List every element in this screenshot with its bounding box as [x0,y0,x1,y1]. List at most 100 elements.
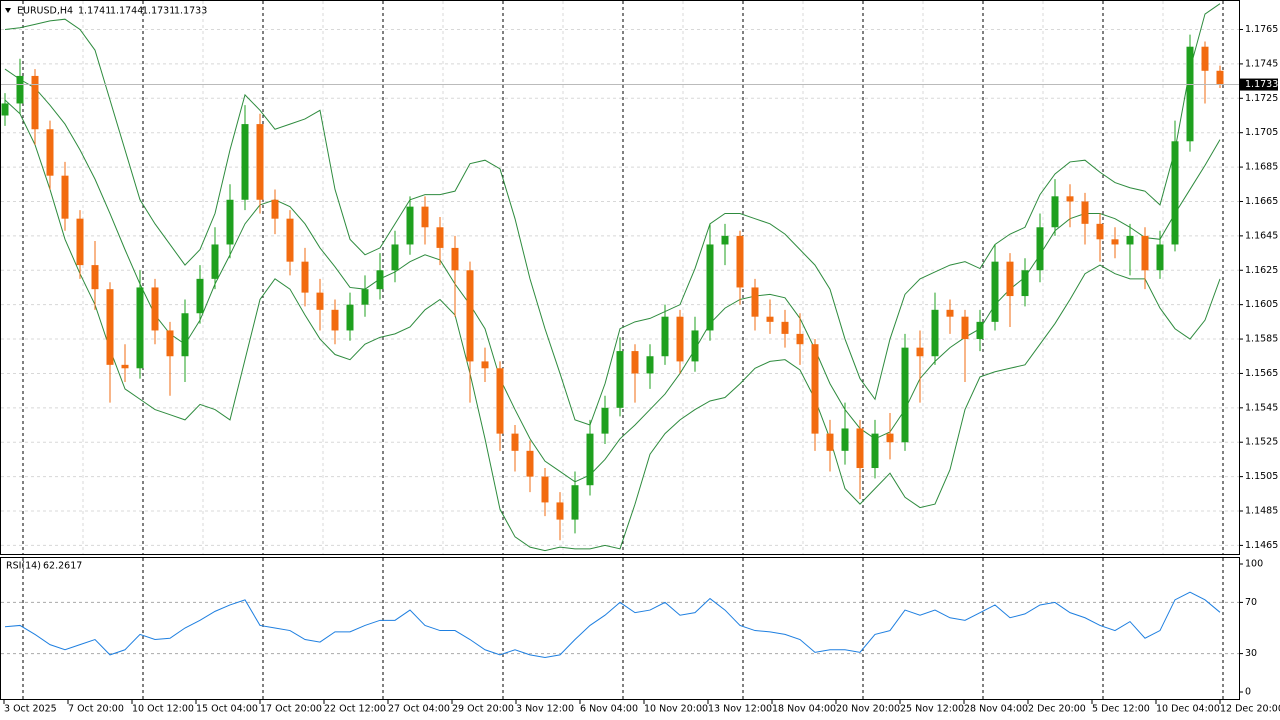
x-tick-label: 10 Oct 12:00 [132,704,194,715]
candle-body [541,476,549,503]
candle-body [421,206,429,228]
candle-body [106,289,114,365]
rsi-tick-label: 0 [1245,687,1251,698]
candle-body [1021,270,1029,297]
candle-body [1051,196,1059,228]
collapse-icon[interactable] [5,8,11,13]
candle-body [1066,196,1074,202]
y-tick-label: 1.1565 [1245,368,1278,379]
candle-body [886,433,894,443]
candle-body [256,124,264,200]
candle-body [931,309,939,357]
rsi-value: 62.2617 [43,561,82,572]
x-tick-label: 20 Nov 20:00 [836,704,900,715]
candle-body [1201,46,1209,71]
candle-body [226,199,234,245]
x-tick-label: 7 Oct 20:00 [68,704,124,715]
candle-body [31,75,39,130]
x-tick-label: 18 Nov 04:00 [772,704,836,715]
y-tick-label: 1.1605 [1245,299,1278,310]
y-tick-label: 1.1745 [1245,58,1278,69]
candle-body [1216,70,1224,85]
bollinger-band [4,68,1221,483]
candle-body [1141,235,1149,271]
labels: EURUSD,H4 1.1741 1.1744 1.1731 1.1733 RS… [6,6,207,572]
x-tick-label: 3 Nov 12:00 [516,704,574,715]
x-tick-label: 27 Oct 04:00 [388,704,450,715]
candle-body [481,361,489,369]
y-tick-label: 1.1465 [1245,540,1278,551]
symbol: EURUSD,H4 [17,6,73,17]
candle-body [166,330,174,357]
candle-body [241,124,249,200]
low: 1.1731 [142,6,175,17]
candle-body [781,321,789,334]
candle-body [271,199,279,219]
candle-body [916,347,924,357]
candle-body [691,330,699,362]
candle-body [121,364,129,369]
y-tick-label: 1.1585 [1245,334,1278,345]
open: 1.1741 [78,6,111,17]
candle-body [316,292,324,310]
candle-body [301,261,309,293]
x-tick-label: 25 Nov 12:00 [900,704,964,715]
candle-body [1111,239,1119,245]
candle-body [346,304,354,331]
x-tick-label: 6 Nov 04:00 [580,704,638,715]
x-tick-label: 2 Dec 20:00 [1028,704,1086,715]
y-tick-label: 1.1485 [1245,506,1278,517]
x-tick-label: 3 Oct 2025 [4,704,57,715]
candle-body [946,309,954,317]
candle-body [991,261,999,322]
x-tick-label: 15 Oct 04:00 [196,704,258,715]
candle-body [376,270,384,290]
candle-body [826,433,834,451]
candle-body [286,218,294,262]
candle-body [466,270,474,362]
x-tick-label: 28 Nov 04:00 [964,704,1028,715]
candle-body [1186,46,1194,142]
bollinger-band [4,99,1221,552]
candle-body [406,206,414,245]
candle-body [841,428,849,451]
candle-body [586,433,594,486]
y-tick-label: 1.1545 [1245,402,1278,413]
x-tick-label: 10 Dec 04:00 [1156,704,1220,715]
x-tick-label: 29 Oct 20:00 [452,704,514,715]
x-tick-label: 13 Nov 12:00 [708,704,772,715]
candle-body [766,316,774,322]
candle-body [871,433,879,469]
bollinger-band [4,3,1221,426]
candle-body [811,344,819,434]
candle-body [436,227,444,248]
candle-body [631,351,639,374]
candle-body [331,309,339,331]
y-tick-label: 1.1525 [1245,437,1278,448]
candle-body [796,333,804,345]
candle-body [136,287,144,369]
rsi-frame [0,557,1240,700]
candle-body [1126,235,1134,245]
y-tick-label: 1.1625 [1245,265,1278,276]
price-tag-label: 1.1733 [1245,79,1278,90]
candle-body [451,247,459,271]
candle-body [1,103,9,116]
candle-body [526,450,534,477]
candle-body [511,433,519,451]
y-tick-label: 1.1665 [1245,196,1278,207]
main-frame [0,0,1240,555]
candle-body [211,244,219,279]
candle-body [391,244,399,271]
y-tick-label: 1.1705 [1245,127,1278,138]
y-tick-label: 1.1645 [1245,230,1278,241]
candle-body [901,347,909,443]
rsi-tick-label: 100 [1245,559,1263,570]
high: 1.1744 [110,6,143,17]
candle-body [706,244,714,331]
plot [1,3,1224,658]
candle-body [676,316,684,362]
candle-body [61,175,69,219]
candle-body [976,321,984,340]
